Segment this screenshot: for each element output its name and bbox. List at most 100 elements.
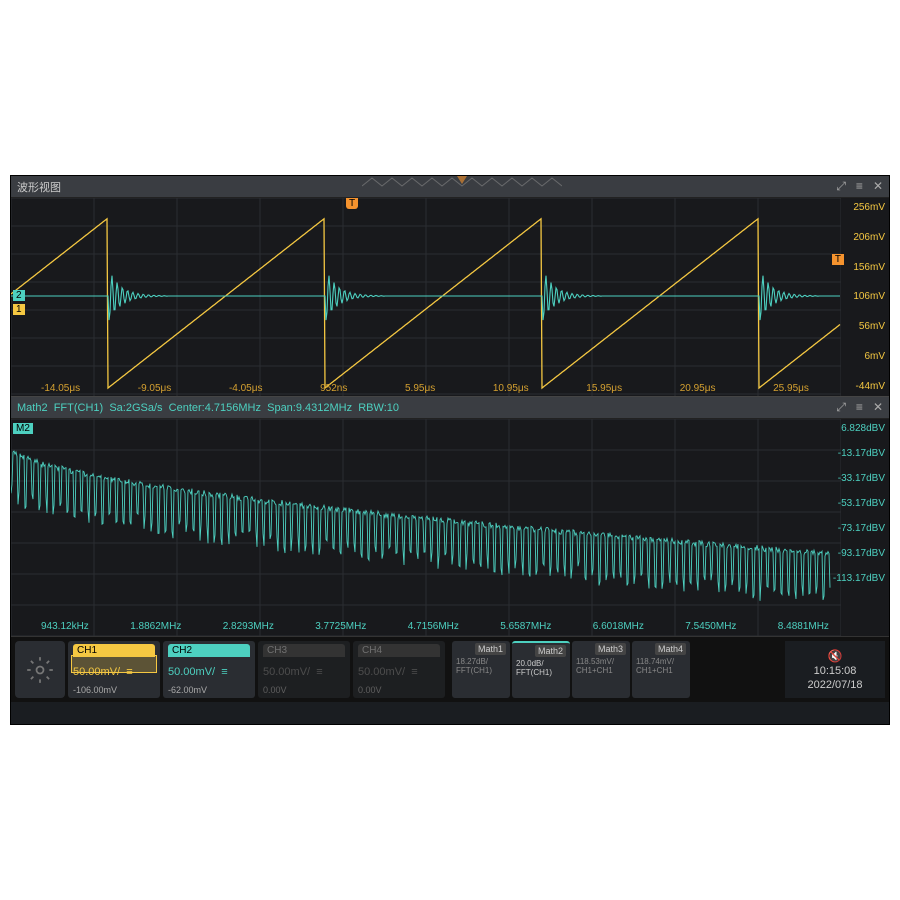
channel-scale: 50.00mV/ ≡ bbox=[358, 666, 440, 678]
db-label: -73.17dBV bbox=[833, 523, 885, 534]
channel-card-ch4[interactable]: CH4 50.00mV/ ≡ 0.00V bbox=[353, 641, 445, 698]
freq-label: 7.5450MHz bbox=[685, 621, 736, 632]
math-func: CH1+CH1 bbox=[576, 666, 626, 675]
waveform-canvas bbox=[11, 198, 841, 396]
voltage-label: 106mV bbox=[853, 291, 885, 302]
ch2-position-badge[interactable]: 2 bbox=[13, 290, 25, 301]
time-label: 15.95μs bbox=[586, 383, 622, 394]
time-label: 10.95μs bbox=[493, 383, 529, 394]
math-scale: 18.27dB/ bbox=[456, 657, 506, 666]
math-card-math1[interactable]: Math1 18.27dB/ FFT(CH1) bbox=[452, 641, 510, 698]
math-func: FFT(CH1) bbox=[516, 668, 566, 677]
channel-card-ch1[interactable]: CH1 50.00mV/ ≡ -106.00mV bbox=[68, 641, 160, 698]
close-icon[interactable]: ✕ bbox=[873, 400, 883, 415]
channel-card-ch3[interactable]: CH3 50.00mV/ ≡ 0.00V bbox=[258, 641, 350, 698]
channel-tab: CH3 bbox=[263, 644, 345, 657]
time-label: -9.05μs bbox=[138, 383, 172, 394]
fft-header: Math2 FFT(CH1) Sa:2GSa/s Center:4.7156MH… bbox=[11, 397, 889, 419]
waveform-panel: 波形视图 ⤢ ≡ ✕ T T 2 1 256mV 206mV 156mV 106mV 5… bbox=[11, 176, 889, 396]
voltage-label: 206mV bbox=[853, 232, 885, 243]
oscilloscope-app: 波形视图 ⤢ ≡ ✕ T T 2 1 256mV 206mV 156mV 106mV 5… bbox=[10, 175, 890, 725]
time-label: -4.05μs bbox=[229, 383, 263, 394]
math-scale: 20.0dB/ bbox=[516, 659, 566, 668]
clock-date: 2022/07/18 bbox=[807, 679, 862, 691]
db-label: -33.17dBV bbox=[833, 473, 885, 484]
waveform-header: 波形视图 ⤢ ≡ ✕ bbox=[11, 176, 889, 198]
fft-span: Span:9.4312MHz bbox=[267, 402, 352, 414]
time-label: 952ns bbox=[320, 383, 347, 394]
db-label: -113.17dBV bbox=[833, 573, 885, 584]
settings-button[interactable] bbox=[15, 641, 65, 698]
waveform-title: 波形视图 bbox=[17, 179, 61, 195]
channel-offset: 0.00V bbox=[263, 685, 345, 695]
voltage-label: 6mV bbox=[853, 351, 885, 362]
menu-icon[interactable]: ≡ bbox=[856, 179, 863, 194]
channel-offset: -106.00mV bbox=[73, 685, 155, 695]
voltage-label: -44mV bbox=[853, 381, 885, 392]
time-axis-labels: -14.05μs -9.05μs -4.05μs 952ns 5.95μs 10.95μs… bbox=[11, 383, 839, 394]
fft-function: FFT(CH1) bbox=[54, 402, 104, 414]
channel-tab: CH2 bbox=[168, 644, 250, 657]
freq-label: 1.8862MHz bbox=[130, 621, 181, 632]
db-label: -93.17dBV bbox=[833, 548, 885, 559]
fft-center: Center:4.7156MHz bbox=[169, 402, 261, 414]
fft-canvas bbox=[11, 419, 841, 636]
clock-panel: 🔇 10:15:08 2022/07/18 bbox=[785, 641, 885, 698]
menu-icon[interactable]: ≡ bbox=[856, 400, 863, 415]
math-func: FFT(CH1) bbox=[456, 666, 506, 675]
time-label: 5.95μs bbox=[405, 383, 435, 394]
math-scale: 118.53mV/ bbox=[576, 657, 626, 666]
channel-card-ch2[interactable]: CH2 50.00mV/ ≡ -62.00mV bbox=[163, 641, 255, 698]
math-card-math2[interactable]: Math2 20.0dB/ FFT(CH1) bbox=[512, 641, 570, 698]
time-label: 20.95μs bbox=[680, 383, 716, 394]
math-tab: Math3 bbox=[595, 643, 626, 655]
math-func: CH1+CH1 bbox=[636, 666, 686, 675]
channel-tab: CH4 bbox=[358, 644, 440, 657]
mute-icon[interactable]: 🔇 bbox=[828, 649, 843, 663]
trigger-position-marker[interactable]: T bbox=[346, 198, 358, 209]
freq-label: 4.7156MHz bbox=[408, 621, 459, 632]
timebase-indicator bbox=[362, 176, 562, 188]
fft-rbw: RBW:10 bbox=[358, 402, 399, 414]
voltage-label: 156mV bbox=[853, 262, 885, 273]
math-tab: Math2 bbox=[535, 645, 566, 657]
freq-label: 943.12kHz bbox=[41, 621, 89, 632]
math-card-math4[interactable]: Math4 118.74mV/ CH1+CH1 bbox=[632, 641, 690, 698]
channel-bar: CH1 50.00mV/ ≡ -106.00mVCH2 50.00mV/ ≡ -… bbox=[11, 636, 889, 702]
time-label: -14.05μs bbox=[41, 383, 80, 394]
db-label: -13.17dBV bbox=[833, 448, 885, 459]
math-scale: 118.74mV/ bbox=[636, 657, 686, 666]
db-label: 6.828dBV bbox=[833, 423, 885, 434]
math-card-math3[interactable]: Math3 118.53mV/ CH1+CH1 bbox=[572, 641, 630, 698]
db-label: -53.17dBV bbox=[833, 498, 885, 509]
freq-label: 8.4881MHz bbox=[778, 621, 829, 632]
fft-db-labels: 6.828dBV -13.17dBV -33.17dBV -53.17dBV -73.1… bbox=[833, 423, 885, 584]
freq-label: 6.6018MHz bbox=[593, 621, 644, 632]
channel-scale: 50.00mV/ ≡ bbox=[263, 666, 345, 678]
fft-display[interactable]: M2 6.828dBV-13.17dBV-33.17dBV-53.17dBV-7… bbox=[11, 419, 889, 636]
waveform-display[interactable]: T T 2 1 256mV 206mV 156mV 106mV 56mV 6mV -44mV… bbox=[11, 198, 889, 396]
fft-name: Math2 bbox=[17, 402, 48, 414]
fft-sample-rate: Sa:2GSa/s bbox=[109, 402, 162, 414]
clock-time: 10:15:08 bbox=[814, 665, 857, 677]
channel-scale: 50.00mV/ ≡ bbox=[168, 666, 250, 678]
trigger-level-marker[interactable]: T bbox=[832, 254, 844, 265]
time-label: 25.95μs bbox=[773, 383, 809, 394]
close-icon[interactable]: ✕ bbox=[873, 179, 883, 194]
math-tab: Math1 bbox=[475, 643, 506, 655]
freq-label: 5.6587MHz bbox=[500, 621, 551, 632]
voltage-label: 256mV bbox=[853, 202, 885, 213]
freq-label: 3.7725MHz bbox=[315, 621, 366, 632]
math-tab: Math4 bbox=[655, 643, 686, 655]
fft-panel: Math2 FFT(CH1) Sa:2GSa/s Center:4.7156MH… bbox=[11, 396, 889, 636]
fft-freq-labels: 943.12kHz 1.8862MHz 2.8293MHz 3.7725MHz 4.71… bbox=[41, 621, 829, 632]
freq-label: 2.8293MHz bbox=[223, 621, 274, 632]
channel-offset: -62.00mV bbox=[168, 685, 250, 695]
channel-offset: 0.00V bbox=[358, 685, 440, 695]
ch1-position-badge[interactable]: 1 bbox=[13, 304, 25, 315]
graph-icon[interactable]: ⤢ bbox=[836, 179, 846, 194]
voltage-axis-labels: 256mV 206mV 156mV 106mV 56mV 6mV -44mV bbox=[853, 198, 885, 396]
graph-icon[interactable]: ⤢ bbox=[836, 400, 846, 415]
voltage-label: 56mV bbox=[853, 321, 885, 332]
math-group: Math1 18.27dB/ FFT(CH1)Math2 20.0dB/ FFT… bbox=[452, 641, 690, 698]
